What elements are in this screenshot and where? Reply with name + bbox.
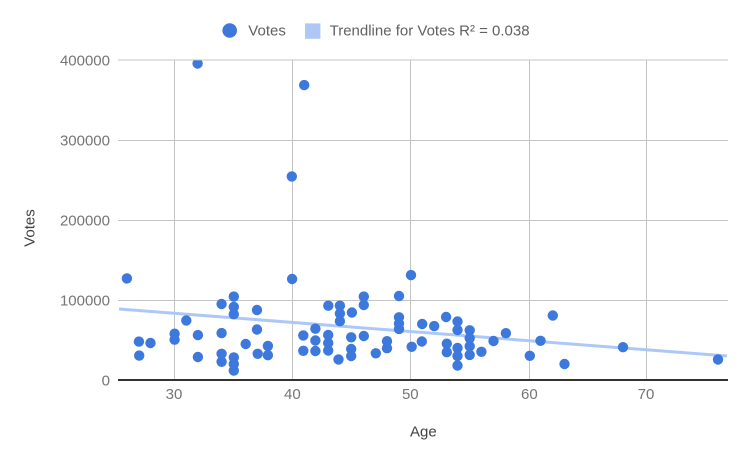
svg-text:50: 50: [402, 386, 419, 403]
svg-text:Votes: Votes: [248, 23, 286, 40]
svg-text:200000: 200000: [60, 213, 110, 230]
svg-text:0: 0: [102, 373, 110, 390]
svg-text:70: 70: [638, 386, 655, 403]
svg-text:300000: 300000: [60, 133, 110, 150]
svg-text:40: 40: [284, 386, 301, 403]
svg-text:Age: Age: [410, 424, 437, 441]
svg-text:Votes: Votes: [22, 209, 39, 247]
svg-text:400000: 400000: [60, 53, 110, 70]
svg-text:60: 60: [521, 386, 538, 403]
svg-text:30: 30: [166, 386, 183, 403]
svg-text:Trendline for Votes R² = 0.038: Trendline for Votes R² = 0.038: [330, 23, 530, 40]
svg-text:100000: 100000: [60, 293, 110, 310]
